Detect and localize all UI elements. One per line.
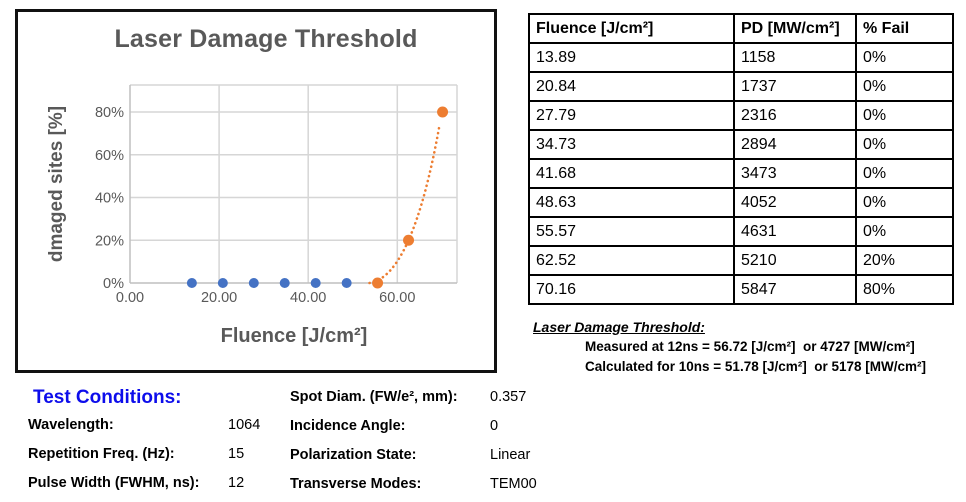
fluence-results-table: Fluence [J/cm²] PD [MW/cm²]% Fail 13.89 11… — [528, 13, 954, 305]
y-tick-label: 60% — [95, 148, 124, 164]
table-cell: 2894 — [733, 129, 857, 160]
condition-row: Spot Diam. (FW/e², mm): 0.357 — [290, 389, 590, 418]
table-cell: 55.57 — [528, 216, 735, 247]
condition-label: Pulse Width (FWHM, ns): — [28, 475, 200, 491]
condition-row: Polarization State: Linear — [290, 447, 590, 476]
condition-value: TEM00 — [490, 476, 537, 492]
data-point-damaged-sites — [372, 277, 384, 289]
test-conditions-heading: Test Conditions: — [33, 387, 182, 408]
table-cell: 0% — [855, 187, 954, 218]
table-cell: 13.89 — [528, 42, 735, 73]
table-row: 48.63 4052 0% — [528, 187, 954, 218]
table-cell: 0% — [855, 71, 954, 102]
condition-row: Pulse Width (FWHM, ns): 12 — [28, 475, 286, 502]
condition-label: Incidence Angle: — [290, 418, 406, 434]
threshold-note: Laser Damage Threshold: Measured at 12ns… — [533, 317, 926, 377]
table-cell: 20% — [855, 245, 954, 276]
condition-value: 1064 — [228, 417, 261, 433]
table-cell: 80% — [855, 274, 954, 305]
condition-row: Incidence Angle: 0 — [290, 418, 590, 447]
table-row: 34.73 2894 0% — [528, 129, 954, 160]
data-point-damaged-sites — [403, 234, 415, 246]
condition-label: Repetition Freq. (Hz): — [28, 446, 175, 462]
y-tick-label: 40% — [95, 191, 124, 207]
condition-label: Spot Diam. (FW/e², mm): — [290, 389, 458, 405]
table-cell: 2316 — [733, 100, 857, 131]
table-cell: 48.63 — [528, 187, 735, 218]
table-cell: 4631 — [733, 216, 857, 247]
x-tick-label: 40.00 — [290, 290, 326, 306]
y-tick-label: 80% — [95, 105, 124, 121]
condition-value: Linear — [490, 447, 531, 463]
data-point-undamaged-sites — [279, 278, 290, 288]
table-header-cell: Fluence [J/cm²] — [528, 13, 735, 44]
chart-title: Laser Damage Threshold — [114, 25, 418, 53]
threshold-note-heading: Laser Damage Threshold: — [533, 319, 705, 335]
condition-value: 15 — [228, 446, 245, 462]
x-tick-label: 0.00 — [116, 290, 144, 306]
table-cell: 1737 — [733, 71, 857, 102]
table-cell: 0% — [855, 100, 954, 131]
table-row: 27.79 2316 0% — [528, 100, 954, 131]
table-cell: 0% — [855, 129, 954, 160]
table-cell: 62.52 — [528, 245, 735, 276]
table-row: 70.16 5847 80% — [528, 274, 954, 305]
table-cell: 3473 — [733, 158, 857, 189]
table-cell: 5847 — [733, 274, 857, 305]
trendline-dotted — [368, 123, 441, 285]
table-row: 41.68 3473 0% — [528, 158, 954, 189]
test-conditions-left-column: Wavelength: 1064 Repetition Freq. (Hz): 15 P… — [28, 417, 286, 502]
table-cell: 0% — [855, 158, 954, 189]
x-tick-label: 60.00 — [379, 290, 415, 306]
table-cell: 70.16 — [528, 274, 735, 305]
threshold-note-line: Calculated for 10ns = 51.78 [J/cm²] or 5… — [585, 359, 926, 374]
table-cell: 27.79 — [528, 100, 735, 131]
condition-label: Wavelength: — [28, 417, 114, 433]
condition-value: 0.357 — [490, 389, 527, 405]
x-tick-label: 20.00 — [201, 290, 237, 306]
data-point-undamaged-sites — [186, 278, 197, 288]
table-cell: 41.68 — [528, 158, 735, 189]
data-point-undamaged-sites — [217, 278, 228, 288]
condition-row: Transverse Modes: TEM00 — [290, 476, 590, 502]
table-cell: 4052 — [733, 187, 857, 218]
condition-value: 0 — [490, 418, 499, 434]
table-cell: 0% — [855, 42, 954, 73]
table-cell: 1158 — [733, 42, 857, 73]
y-tick-label: 0% — [103, 276, 124, 292]
table-row: 55.57 4631 0% — [528, 216, 954, 247]
table-cell: 5210 — [733, 245, 857, 276]
table-header-row: Fluence [J/cm²] PD [MW/cm²]% Fail — [528, 13, 954, 44]
table-cell: 34.73 — [528, 129, 735, 160]
table-header-cell: % Fail — [855, 13, 954, 44]
condition-label: Polarization State: — [290, 447, 417, 463]
y-axis-title: dmaged sites [%] — [46, 105, 67, 263]
damage-scatter-plot: 0% 20% 40% 60% 80% 0.00 20.00 40.00 60.00 — [95, 84, 458, 306]
data-point-undamaged-sites — [310, 278, 321, 288]
y-tick-label: 20% — [95, 233, 124, 249]
test-conditions-right-column: Spot Diam. (FW/e², mm): 0.357 Incidence An… — [290, 389, 590, 502]
data-point-damaged-sites — [437, 106, 449, 118]
laser-damage-chart-panel: Laser Damage Threshold dmaged sites [%] … — [15, 9, 497, 373]
table-row: 62.52 5210 20% — [528, 245, 954, 276]
table-header-cell: PD [MW/cm²] — [733, 13, 857, 44]
x-axis-title: Fluence [J/cm²] — [220, 325, 368, 347]
condition-value: 12 — [228, 475, 245, 491]
table-row: 13.89 1158 0% — [528, 42, 954, 73]
threshold-note-line: Measured at 12ns = 56.72 [J/cm²] or 4727… — [585, 339, 915, 354]
table-row: 20.84 1737 0% — [528, 71, 954, 102]
condition-label: Transverse Modes: — [290, 476, 422, 492]
table-cell: 20.84 — [528, 71, 735, 102]
table-cell: 0% — [855, 216, 954, 247]
data-point-undamaged-sites — [341, 278, 352, 288]
data-point-undamaged-sites — [248, 278, 259, 288]
condition-row: Wavelength: 1064 — [28, 417, 286, 446]
condition-row: Repetition Freq. (Hz): 15 — [28, 446, 286, 475]
